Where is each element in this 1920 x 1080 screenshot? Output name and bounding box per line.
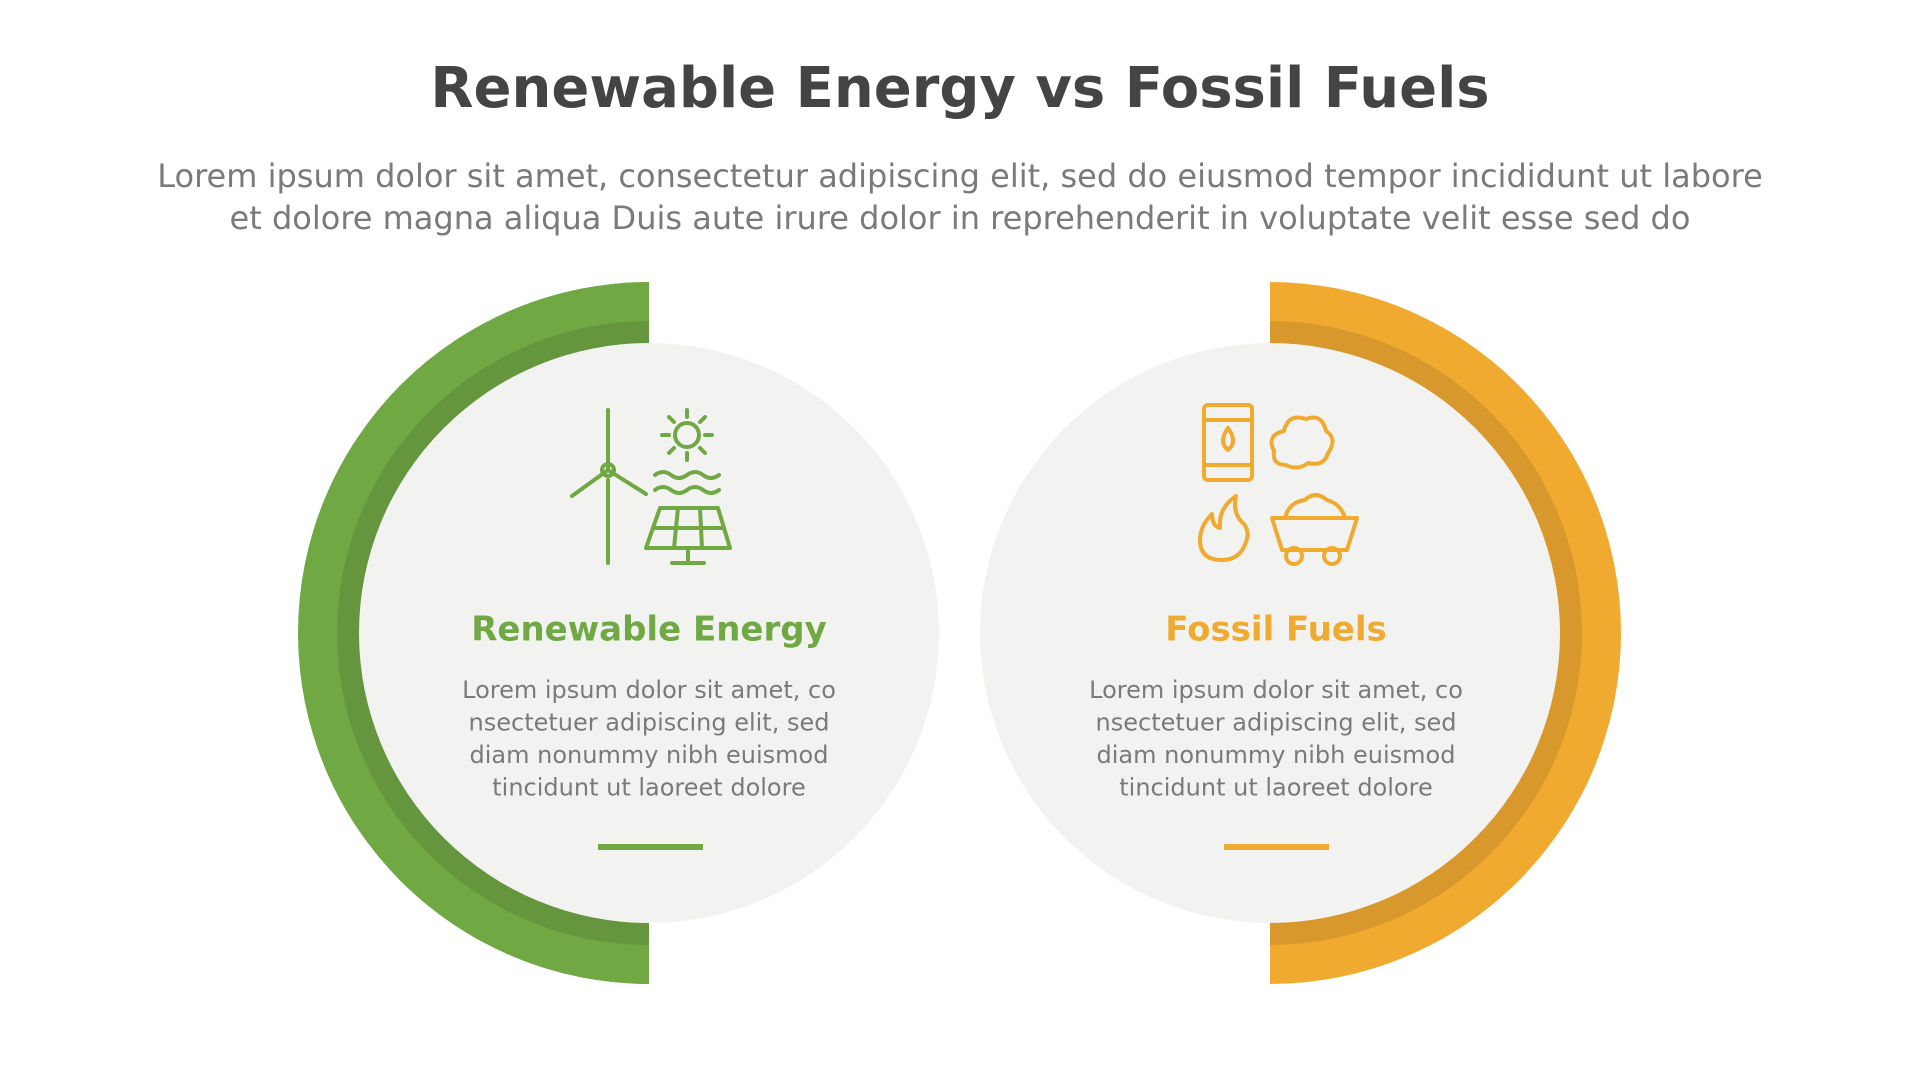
circle xyxy=(980,343,1560,923)
panel-body: diam nonummy nibh euismod xyxy=(1097,741,1456,769)
panel-title: Fossil Fuels xyxy=(1165,610,1387,650)
circle xyxy=(359,343,939,923)
panel-body: nsectetuer adipiscing elit, sed xyxy=(1096,709,1457,737)
panel-title: Renewable Energy xyxy=(471,610,827,650)
divider xyxy=(598,844,703,850)
panel-body: tincidunt ut laoreet dolore xyxy=(492,774,805,802)
title: Renewable Energy vs Fossil Fuels xyxy=(430,56,1489,121)
panel-body: nsectetuer adipiscing elit, sed xyxy=(469,709,830,737)
renewable-icon xyxy=(570,408,732,565)
subtitle: et dolore magna aliqua Duis aute irure d… xyxy=(230,199,1691,237)
subtitle: Lorem ipsum dolor sit amet, consectetur … xyxy=(157,157,1763,195)
fossil-icon xyxy=(1198,403,1359,566)
panel-body: diam nonummy nibh euismod xyxy=(470,741,829,769)
panel-body: tincidunt ut laoreet dolore xyxy=(1119,774,1432,802)
divider xyxy=(1224,844,1329,850)
panel-body: Lorem ipsum dolor sit amet, co xyxy=(1089,676,1463,704)
panel-body: Lorem ipsum dolor sit amet, co xyxy=(462,676,836,704)
